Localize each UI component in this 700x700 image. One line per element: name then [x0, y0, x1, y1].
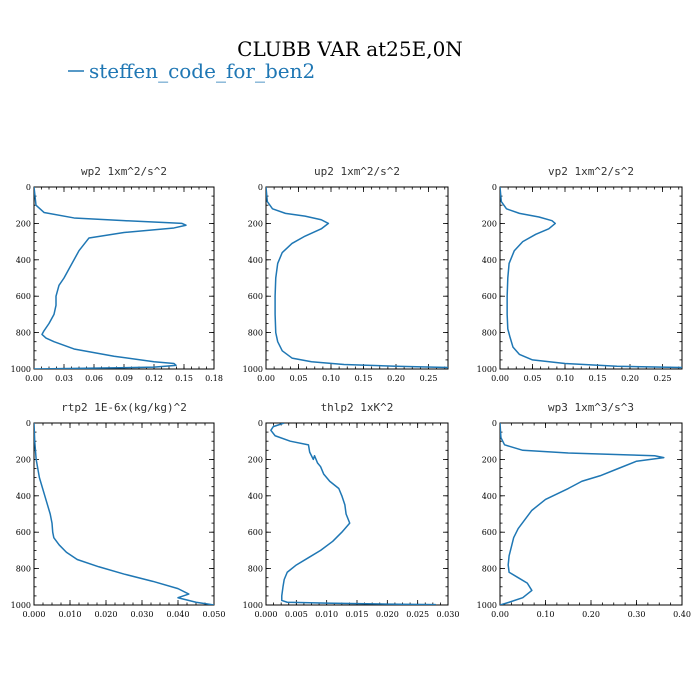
- y-tick-label: 0: [258, 419, 263, 428]
- panel-4: rtp2 1E-6x(kg/kg)^2 0.000 0.010 0.020 0.030 0…: [11, 401, 226, 619]
- x-tick-label: 0.15: [175, 374, 193, 383]
- y-tick-label: 200: [482, 219, 497, 228]
- panel-title: wp3 1xm^3/s^3: [548, 401, 634, 414]
- x-tick-label: 0.20: [387, 374, 405, 383]
- y-tick-label: 600: [248, 528, 263, 537]
- series-line: [34, 423, 214, 605]
- panels-container: wp2 1xm^2/s^2 0.00 0.03 0.06 0.09 0.12 0.15 0.1…: [11, 165, 691, 619]
- y-tick-label: 600: [482, 528, 497, 537]
- x-tick-label: 0.15: [589, 374, 607, 383]
- x-tick-label: 0.040: [167, 610, 190, 619]
- series-line: [266, 187, 448, 369]
- y-tick-label: 800: [16, 565, 31, 574]
- x-tick-label: 0.020: [95, 610, 118, 619]
- x-tick-label: 0.00: [491, 374, 509, 383]
- y-tick-label: 600: [16, 292, 31, 301]
- series-line: [500, 423, 665, 605]
- x-tick-label: 0.18: [205, 374, 223, 383]
- y-tick-label: 0: [492, 183, 497, 192]
- y-tick-label: 600: [482, 292, 497, 301]
- y-tick-label: 1000: [11, 365, 31, 374]
- x-tick-label: 0.025: [406, 610, 429, 619]
- x-tick-label: 0.25: [654, 374, 672, 383]
- x-tick-label: 0.005: [285, 610, 308, 619]
- panel-6: wp3 1xm^3/s^3 0.00 0.10 0.20 0.30 0.40 0 200 400…: [477, 401, 691, 619]
- x-tick-label: 0.15: [355, 374, 373, 383]
- x-tick-label: 0.030: [131, 610, 154, 619]
- panel-title: thlp2 1xK^2: [321, 401, 394, 414]
- x-tick-label: 0.12: [145, 374, 163, 383]
- x-tick-label: 0.00: [491, 610, 509, 619]
- panel-1: wp2 1xm^2/s^2 0.00 0.03 0.06 0.09 0.12 0.15 0.1…: [11, 165, 223, 383]
- y-tick-label: 0: [26, 419, 31, 428]
- series-line: [34, 187, 187, 369]
- x-tick-label: 0.05: [524, 374, 542, 383]
- x-tick-label: 0.010: [59, 610, 82, 619]
- x-tick-label: 0.000: [23, 610, 46, 619]
- x-tick-label: 0.25: [420, 374, 438, 383]
- panel-3: vp2 1xm^2/s^2 0.00 0.05 0.10 0.15 0.20 0.25 0 20…: [477, 165, 683, 383]
- y-tick-label: 800: [248, 565, 263, 574]
- x-tick-label: 0.00: [257, 374, 275, 383]
- y-tick-label: 400: [16, 256, 31, 265]
- y-tick-label: 200: [248, 455, 263, 464]
- y-tick-label: 1000: [477, 365, 497, 374]
- series-line: [500, 187, 682, 369]
- y-tick-label: 1000: [477, 601, 497, 610]
- y-tick-label: 800: [482, 329, 497, 338]
- legend: steffen_code_for_ben2: [68, 59, 315, 83]
- plot-frame: [33, 422, 215, 606]
- panel-title: rtp2 1E-6x(kg/kg)^2: [61, 401, 187, 414]
- series-line: [270, 423, 436, 605]
- x-tick-label: 0.030: [437, 610, 460, 619]
- panel-title: up2 1xm^2/s^2: [314, 165, 400, 178]
- x-tick-label: 0.09: [115, 374, 133, 383]
- x-tick-label: 0.020: [376, 610, 399, 619]
- y-tick-label: 600: [248, 292, 263, 301]
- x-tick-label: 0.40: [673, 610, 691, 619]
- x-tick-label: 0.05: [290, 374, 308, 383]
- y-tick-label: 1000: [243, 365, 263, 374]
- y-tick-label: 800: [248, 329, 263, 338]
- y-tick-label: 200: [16, 455, 31, 464]
- x-tick-label: 0.30: [628, 610, 646, 619]
- y-tick-label: 800: [482, 565, 497, 574]
- x-tick-label: 0.050: [203, 610, 226, 619]
- x-tick-label: 0.10: [556, 374, 574, 383]
- x-tick-label: 0.06: [85, 374, 103, 383]
- panel-5: thlp2 1xK^2 0.000 0.005 0.010 0.015 0.020 0.02…: [243, 401, 460, 619]
- y-tick-label: 400: [248, 492, 263, 501]
- y-tick-label: 200: [482, 455, 497, 464]
- y-tick-label: 200: [16, 219, 31, 228]
- x-tick-label: 0.10: [322, 374, 340, 383]
- y-tick-label: 1000: [243, 601, 263, 610]
- x-tick-label: 0.010: [315, 610, 338, 619]
- y-tick-label: 600: [16, 528, 31, 537]
- x-tick-label: 0.20: [621, 374, 639, 383]
- x-tick-label: 0.20: [582, 610, 600, 619]
- panel-title: vp2 1xm^2/s^2: [548, 165, 634, 178]
- x-tick-label: 0.10: [537, 610, 555, 619]
- y-tick-label: 400: [482, 256, 497, 265]
- y-tick-label: 400: [248, 256, 263, 265]
- plot-frame: [33, 186, 215, 370]
- x-tick-label: 0.00: [25, 374, 43, 383]
- x-tick-label: 0.015: [346, 610, 369, 619]
- x-tick-label: 0.000: [255, 610, 278, 619]
- y-tick-label: 400: [16, 492, 31, 501]
- y-tick-label: 0: [26, 183, 31, 192]
- y-tick-label: 200: [248, 219, 263, 228]
- y-tick-label: 0: [492, 419, 497, 428]
- x-tick-label: 0.03: [55, 374, 73, 383]
- y-tick-label: 1000: [11, 601, 31, 610]
- panel-title: wp2 1xm^2/s^2: [81, 165, 167, 178]
- plot-frame: [265, 422, 449, 606]
- y-tick-label: 0: [258, 183, 263, 192]
- y-tick-label: 800: [16, 329, 31, 338]
- y-tick-label: 400: [482, 492, 497, 501]
- legend-label: steffen_code_for_ben2: [89, 59, 315, 83]
- panel-2: up2 1xm^2/s^2 0.00 0.05 0.10 0.15 0.20 0.25 0 20…: [243, 165, 449, 383]
- figure-title: CLUBB VAR at25E,0N: [237, 37, 463, 61]
